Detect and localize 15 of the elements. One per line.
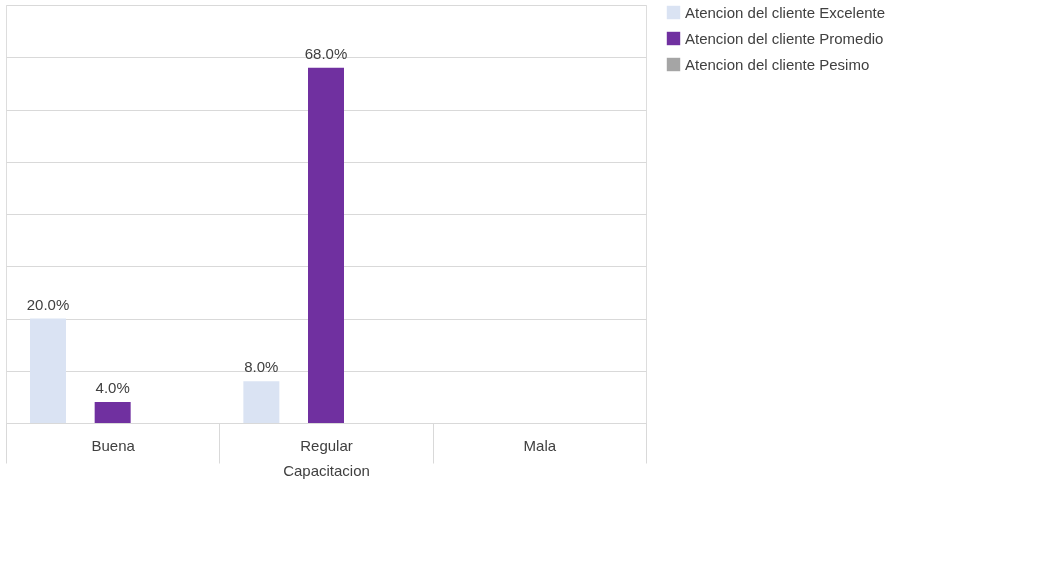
data-label: 4.0%: [95, 379, 130, 397]
x-tick-label: Regular: [300, 436, 353, 454]
legend-label: Atencion del cliente Promedio: [685, 29, 884, 47]
bar: [243, 381, 280, 423]
x-tick-label: Mala: [523, 436, 557, 454]
bar: [94, 402, 131, 423]
data-label: 68.0%: [304, 44, 348, 62]
x-axis-title: Capacitacion: [283, 462, 370, 479]
bar: [30, 318, 67, 423]
bar: [308, 67, 344, 423]
data-label: 20.0%: [26, 295, 70, 313]
legend-label: Atencion del cliente Excelente: [685, 3, 886, 21]
data-label: 8.0%: [244, 358, 279, 376]
legend-label: Atencion del cliente Pesimo: [685, 55, 870, 73]
x-tick-label: Buena: [91, 436, 136, 454]
